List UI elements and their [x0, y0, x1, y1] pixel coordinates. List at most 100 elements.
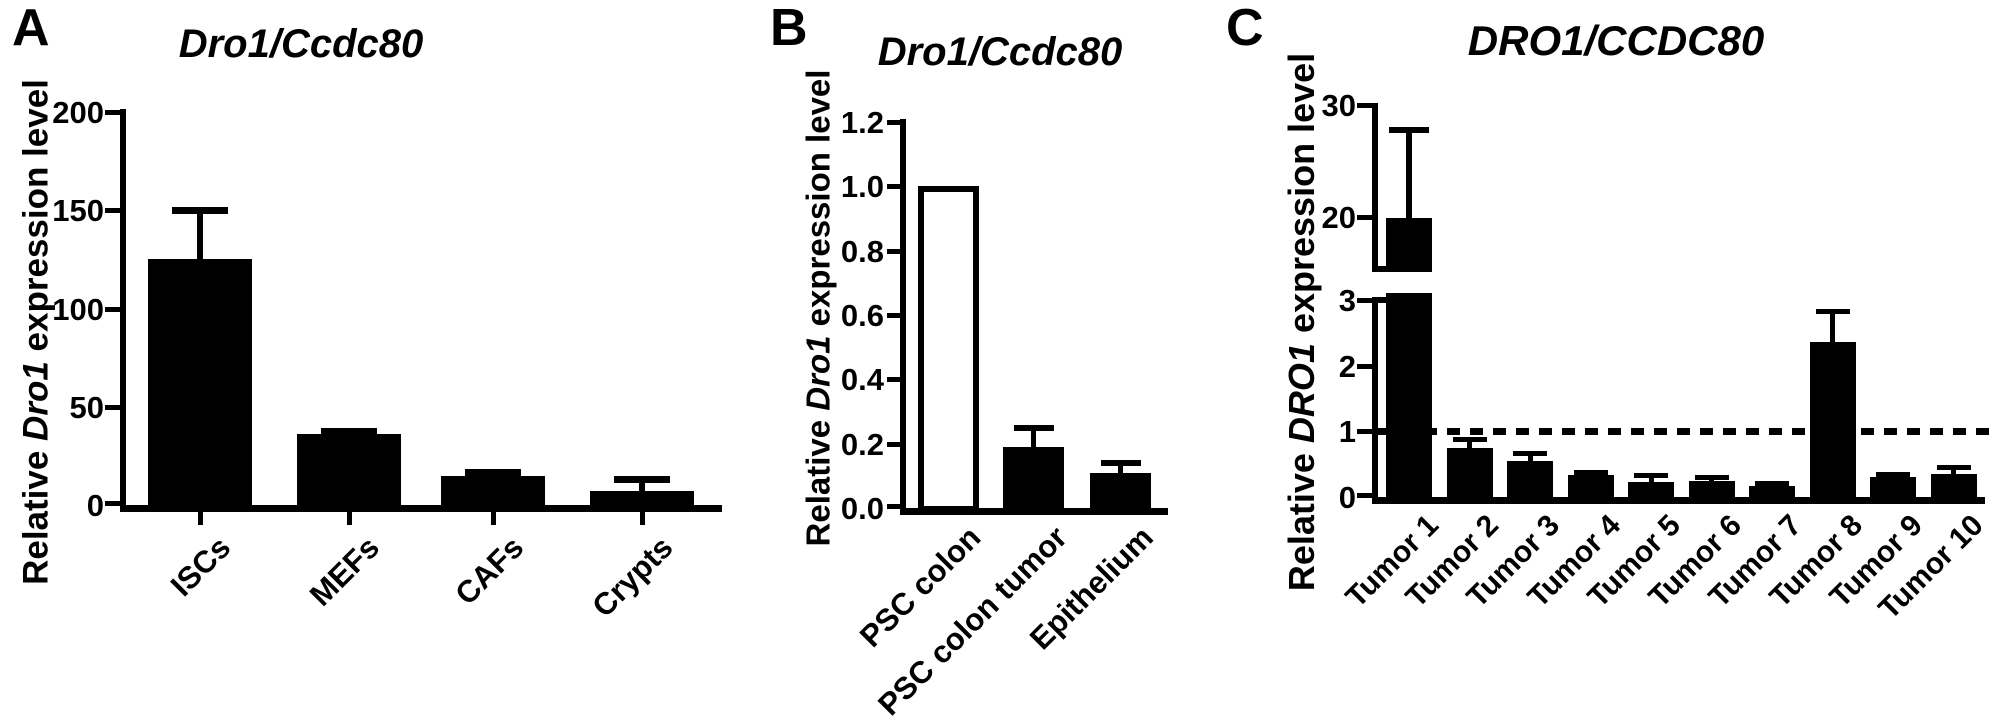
panel-a-xtick [198, 505, 203, 525]
panel-a-ytick-label: 200 [52, 95, 104, 130]
panel-a-ytick [105, 208, 120, 214]
bar-tumor-2-error-line [1467, 439, 1473, 450]
panel-b-y-axis-line [900, 119, 906, 515]
bar-tumor-3 [1507, 460, 1554, 501]
panel-a-y-axis-line [120, 109, 126, 512]
panel-a-ytick [105, 404, 120, 410]
bar-crypts [590, 491, 694, 509]
y-axis-label-suffix: expression level [1281, 52, 1322, 344]
y-axis-label-prefix: Relative [16, 440, 56, 585]
y-axis-label-gene: Dro1 [16, 361, 56, 441]
bar-tumor-4 [1567, 475, 1614, 501]
bar-crypts-error-line [639, 479, 645, 494]
panel-c-ytick [1357, 363, 1372, 369]
panel-b-ytick-label: 0.6 [840, 297, 884, 333]
bar-tumor-3-error-line [1527, 453, 1533, 463]
panel-a-ytick-label: 100 [52, 291, 104, 327]
bar-cafs [441, 475, 545, 509]
y-axis-label-prefix: Relative [799, 410, 837, 547]
panel-c-ytick-label: 20 [1321, 200, 1356, 235]
panel-c-ytick [1357, 215, 1372, 220]
panel-b-ytick [887, 248, 900, 254]
bar-tumor-1-error-line [1406, 129, 1412, 220]
panel-b-ytick [887, 184, 900, 190]
panel-c-ytick-label: 30 [1321, 88, 1356, 123]
panel-c-axis-break-cap-upper [1372, 266, 1398, 272]
bar-tumor-4-error-line [1588, 472, 1594, 478]
panel-a-x-axis-line [120, 505, 722, 512]
panel-c-y-axis-label: Relative DRO1 expression level [1281, 52, 1322, 592]
panel-b-ytick-label: 0.2 [840, 426, 884, 462]
bar-tumor-6 [1688, 480, 1735, 501]
panel-b-ytick-label: 1.0 [840, 169, 884, 205]
bar-tumor-9 [1870, 477, 1917, 501]
panel-a-xtick [491, 505, 496, 525]
panel-c-ytick [1357, 429, 1372, 435]
y-axis-label-prefix: Relative [1281, 443, 1322, 592]
bar-tumor-10 [1930, 474, 1977, 501]
bar-tumor-5 [1628, 481, 1675, 501]
panel-a-ytick [105, 306, 120, 312]
y-axis-label-gene: DRO1 [1281, 343, 1322, 444]
panel-b-ytick [887, 377, 900, 383]
panel-a-ytick-label: 150 [52, 193, 104, 229]
bar-tumor-1-upper [1386, 218, 1432, 272]
y-axis-label-suffix: expression level [16, 79, 56, 362]
panel-c-axis-break-cap-lower [1372, 297, 1398, 303]
panel-c-ytick [1357, 103, 1372, 108]
bar-tumor-7 [1749, 485, 1796, 501]
panel-a-ytick-label: 50 [69, 389, 104, 425]
panel-b-ytick [887, 312, 900, 318]
x-category-label-mefs: MEFs [303, 529, 387, 613]
panel-b-ytick-label: 1.2 [840, 104, 884, 140]
panel-b-ytick-label: 0.4 [840, 362, 884, 398]
panel-a-ytick [105, 501, 120, 506]
bar-tumor-5-error-line [1648, 475, 1654, 484]
panel-a-xtick [347, 505, 352, 525]
panel-c-title: DRO1/CCDC80 [1467, 17, 1765, 64]
panel-b-ytick-label: 0.8 [840, 233, 884, 269]
panel-a-ytick-label: 0 [86, 488, 104, 523]
x-category-label-iscs: ISCs [163, 529, 238, 604]
bar-epithelium [1090, 472, 1151, 512]
y-axis-label-gene: Dro1 [799, 335, 837, 411]
panel-b-letter: B [770, 0, 808, 57]
bar-tumor-10-error-line [1951, 467, 1957, 476]
bar-mefs-error-line [346, 431, 352, 437]
bar-tumor-8-error-line [1830, 311, 1836, 344]
panel-c-y-axis-upper [1372, 103, 1378, 272]
bar-tumor-8 [1809, 342, 1856, 501]
panel-c-ytick-label: 2 [1338, 348, 1356, 384]
bar-tumor-6-error-line [1709, 477, 1715, 483]
bar-psc-colon [918, 186, 979, 512]
bar-psc-colon-tumor [1003, 446, 1064, 512]
panel-c-ytick [1357, 297, 1372, 303]
panel-b-ytick [887, 504, 900, 509]
bar-epithelium-error-line [1118, 462, 1123, 475]
panel-b-y-axis-label: Relative Dro1 expression level [799, 69, 837, 547]
bar-tumor-2 [1446, 447, 1493, 501]
panel-a-ytick [105, 110, 120, 115]
panel-c-reference-dashline [1378, 428, 1990, 436]
panel-c-ytick-label: 3 [1338, 282, 1356, 318]
panel-b-title: Dro1/Ccdc80 [877, 30, 1123, 74]
panel-c-letter: C [1226, 0, 1264, 57]
bar-tumor-1-lower [1386, 293, 1432, 501]
bar-mefs [297, 434, 401, 509]
x-category-label-crypts: Crypts [585, 529, 680, 624]
panel-c-x-axis-line [1372, 497, 1985, 504]
panel-c-ytick-label: 0 [1338, 480, 1356, 515]
bar-tumor-7-error-line [1769, 483, 1775, 488]
y-axis-label-suffix: expression level [799, 69, 837, 336]
bar-psc-colon-tumor-error-line [1031, 427, 1036, 449]
panel-a-title: Dro1/Ccdc80 [178, 22, 424, 66]
bar-tumor-9-error-line [1890, 474, 1896, 480]
panel-a-xtick [640, 505, 645, 525]
x-category-label-cafs: CAFs [448, 529, 531, 612]
panel-c-ytick-label: 1 [1338, 414, 1356, 450]
panel-c-y-axis-lower [1372, 297, 1378, 504]
panel-a-y-axis-label: Relative Dro1 expression level [16, 79, 56, 585]
panel-b-ytick [887, 441, 900, 447]
panel-a-letter: A [12, 0, 50, 57]
